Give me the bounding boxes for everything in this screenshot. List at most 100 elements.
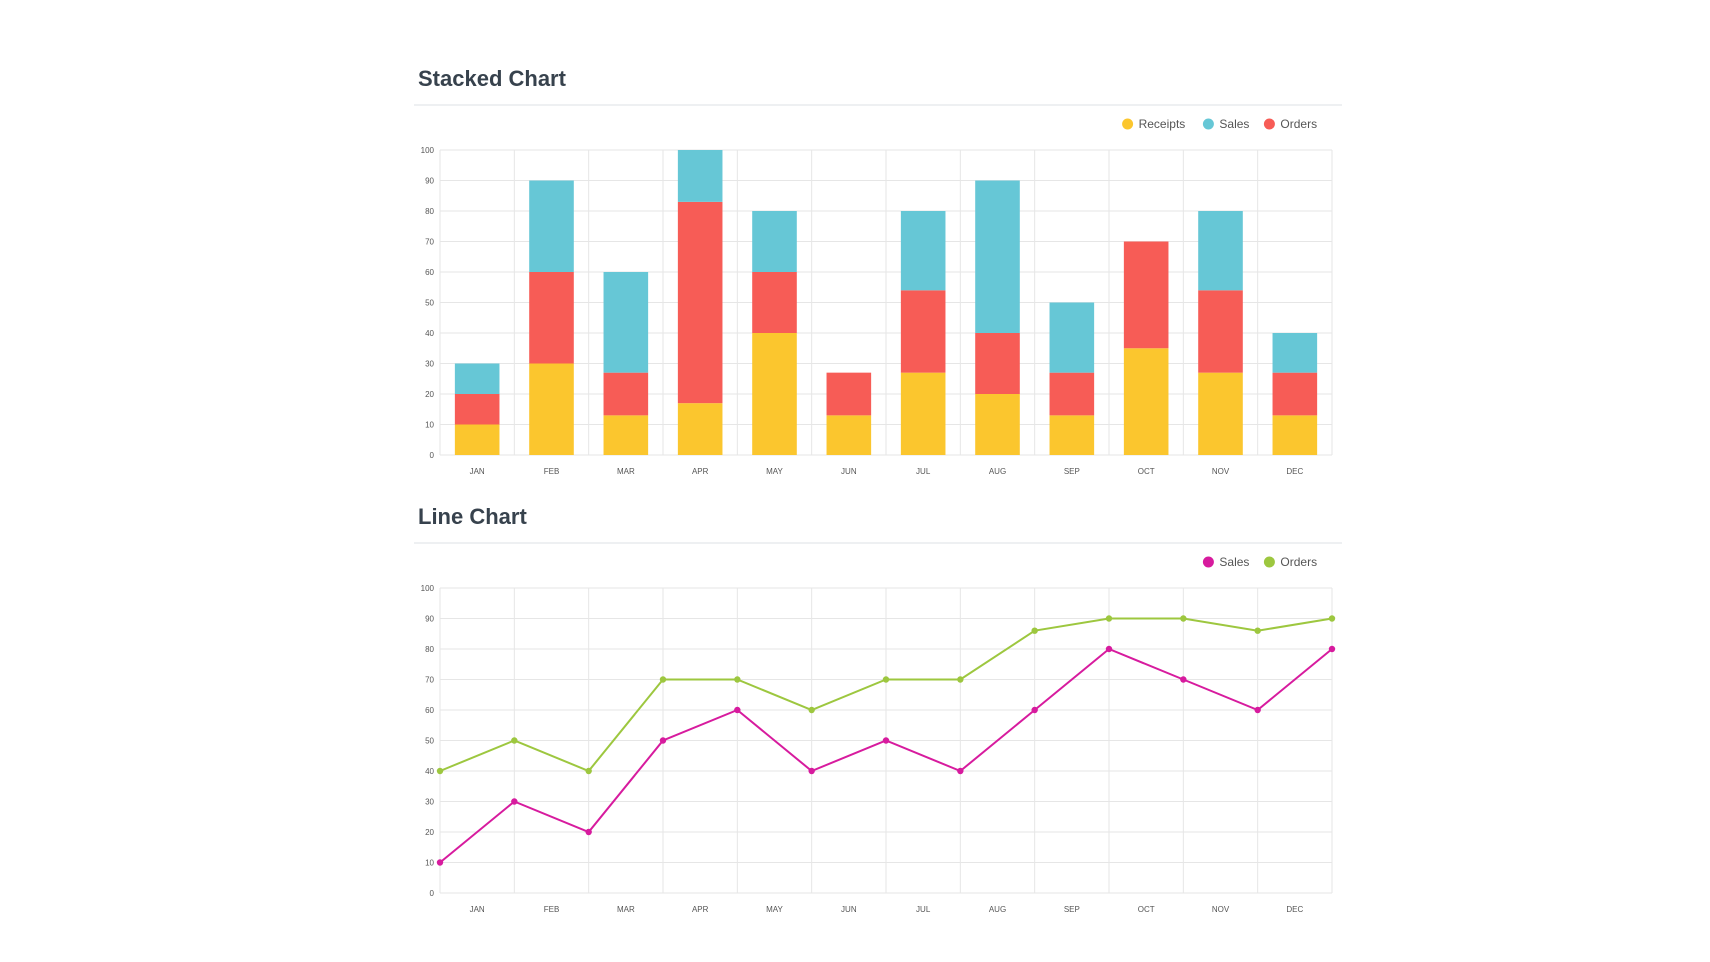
bar-segment-orders xyxy=(975,333,1020,394)
bar-segment-receipts xyxy=(1272,415,1318,455)
x-tick-label: JUN xyxy=(841,905,857,914)
bar-segment-receipts xyxy=(826,415,872,455)
y-tick-label: 60 xyxy=(425,268,434,277)
legend-label: Orders xyxy=(1280,117,1317,131)
data-point-sales xyxy=(1328,645,1336,653)
stacked-chart-plot: 0 10 20 30 40 50 60 70 80 90 100 JAN FEB MAR APR MAY JUN… xyxy=(421,117,1333,476)
y-tick-label: 30 xyxy=(425,360,434,369)
stacked-chart-section: Stacked Chart 0 10 20 30 40 50 60 70 80 90 100 JAN F… xyxy=(414,60,1342,480)
data-point-orders xyxy=(585,767,592,775)
y-tick-label: 90 xyxy=(425,615,434,624)
x-tick-label: MAY xyxy=(766,467,783,476)
data-point-sales xyxy=(1254,706,1261,714)
x-tick-label: APR xyxy=(692,905,709,914)
line-chart-title: Line Chart xyxy=(418,504,527,529)
bar-segment-orders xyxy=(1198,290,1243,373)
bar-segment-orders xyxy=(1049,372,1095,416)
legend-swatch xyxy=(1202,556,1214,568)
x-tick-label: SEP xyxy=(1064,467,1080,476)
data-point-orders xyxy=(511,737,518,744)
data-point-orders xyxy=(659,676,667,683)
bar-segment-sales xyxy=(677,150,723,202)
bar-segment-receipts xyxy=(677,403,723,455)
bar-segment-sales xyxy=(900,211,946,291)
bar-segment-sales xyxy=(603,272,649,373)
x-tick-label: MAY xyxy=(766,905,783,914)
bar-segment-orders xyxy=(1272,372,1318,416)
x-tick-label: DEC xyxy=(1286,467,1303,476)
legend-label: Sales xyxy=(1219,117,1249,131)
x-tick-label: AUG xyxy=(989,467,1006,476)
y-tick-label: 20 xyxy=(425,390,434,399)
x-tick-label: FEB xyxy=(544,905,560,914)
x-tick-label: NOV xyxy=(1212,467,1230,476)
y-tick-label: 20 xyxy=(425,828,434,837)
y-tick-label: 60 xyxy=(425,706,434,715)
x-tick-label: AUG xyxy=(989,905,1006,914)
data-point-orders xyxy=(734,676,741,683)
data-point-sales xyxy=(436,859,444,866)
bar-segment-receipts xyxy=(1049,415,1095,455)
bar-segment-receipts xyxy=(454,424,500,455)
x-tick-label: JUN xyxy=(841,467,857,476)
line-chart-plot: 0 10 20 30 40 50 60 70 80 90 100 JAN FEB MAR APR MAY JUN… xyxy=(421,555,1336,914)
y-tick-label: 10 xyxy=(425,859,434,868)
legend-label: Sales xyxy=(1219,555,1249,569)
y-tick-label: 90 xyxy=(425,177,434,186)
data-point-sales xyxy=(511,798,518,805)
x-tick-label: JUL xyxy=(916,467,931,476)
data-point-sales xyxy=(808,767,815,775)
x-tick-label: OCT xyxy=(1138,905,1155,914)
bar-segment-sales xyxy=(752,211,797,272)
bar-segment-sales xyxy=(975,180,1020,333)
x-tick-label: MAR xyxy=(617,467,635,476)
data-point-sales xyxy=(659,737,667,744)
data-point-orders xyxy=(436,767,444,775)
data-point-orders xyxy=(1031,627,1038,634)
y-tick-label: 0 xyxy=(430,889,435,898)
data-point-orders xyxy=(1328,615,1336,622)
y-tick-label: 30 xyxy=(425,798,434,807)
bar-segment-sales xyxy=(529,180,574,272)
line-chart-section: Line Chart 0 10 20 30 40 50 60 70 80 90 100 JAN FEB M… xyxy=(414,498,1342,918)
y-tick-label: 40 xyxy=(425,329,434,338)
data-point-orders xyxy=(1105,615,1113,622)
x-tick-label: JUL xyxy=(916,905,931,914)
x-tick-label: APR xyxy=(692,467,709,476)
legend-swatch xyxy=(1263,556,1275,568)
y-tick-label: 80 xyxy=(425,207,434,216)
stacked-chart-divider xyxy=(414,104,1342,106)
bar-segment-orders xyxy=(900,290,946,373)
legend-label: Orders xyxy=(1280,555,1317,569)
legend-swatch xyxy=(1122,118,1134,130)
legend-swatch xyxy=(1263,118,1275,130)
y-tick-label: 40 xyxy=(425,767,434,776)
data-point-sales xyxy=(585,828,592,836)
bar-segment-receipts xyxy=(603,415,649,455)
bar-segment-receipts xyxy=(752,333,797,455)
y-tick-label: 70 xyxy=(425,676,434,685)
line-chart-divider xyxy=(414,542,1342,544)
bar-segment-receipts xyxy=(529,363,574,455)
data-point-sales xyxy=(1031,706,1038,714)
data-point-orders xyxy=(1254,627,1261,634)
y-tick-label: 50 xyxy=(425,299,434,308)
x-tick-label: FEB xyxy=(544,467,560,476)
legend-label: Receipts xyxy=(1139,117,1186,131)
bar-segment-orders xyxy=(454,394,500,425)
x-tick-label: DEC xyxy=(1286,905,1303,914)
data-point-orders xyxy=(957,676,964,683)
data-point-orders xyxy=(808,706,815,714)
bar-segment-orders xyxy=(603,372,649,416)
y-tick-label: 100 xyxy=(421,584,435,593)
data-point-sales xyxy=(882,737,890,744)
y-tick-label: 0 xyxy=(430,451,435,460)
bar-segment-orders xyxy=(677,201,723,404)
bar-segment-sales xyxy=(1198,211,1243,291)
bar-segment-sales xyxy=(1272,333,1318,373)
bar-segment-receipts xyxy=(1198,372,1243,455)
x-tick-label: JAN xyxy=(470,905,485,914)
x-tick-label: NOV xyxy=(1212,905,1230,914)
legend-swatch xyxy=(1202,118,1214,130)
y-tick-label: 50 xyxy=(425,737,434,746)
